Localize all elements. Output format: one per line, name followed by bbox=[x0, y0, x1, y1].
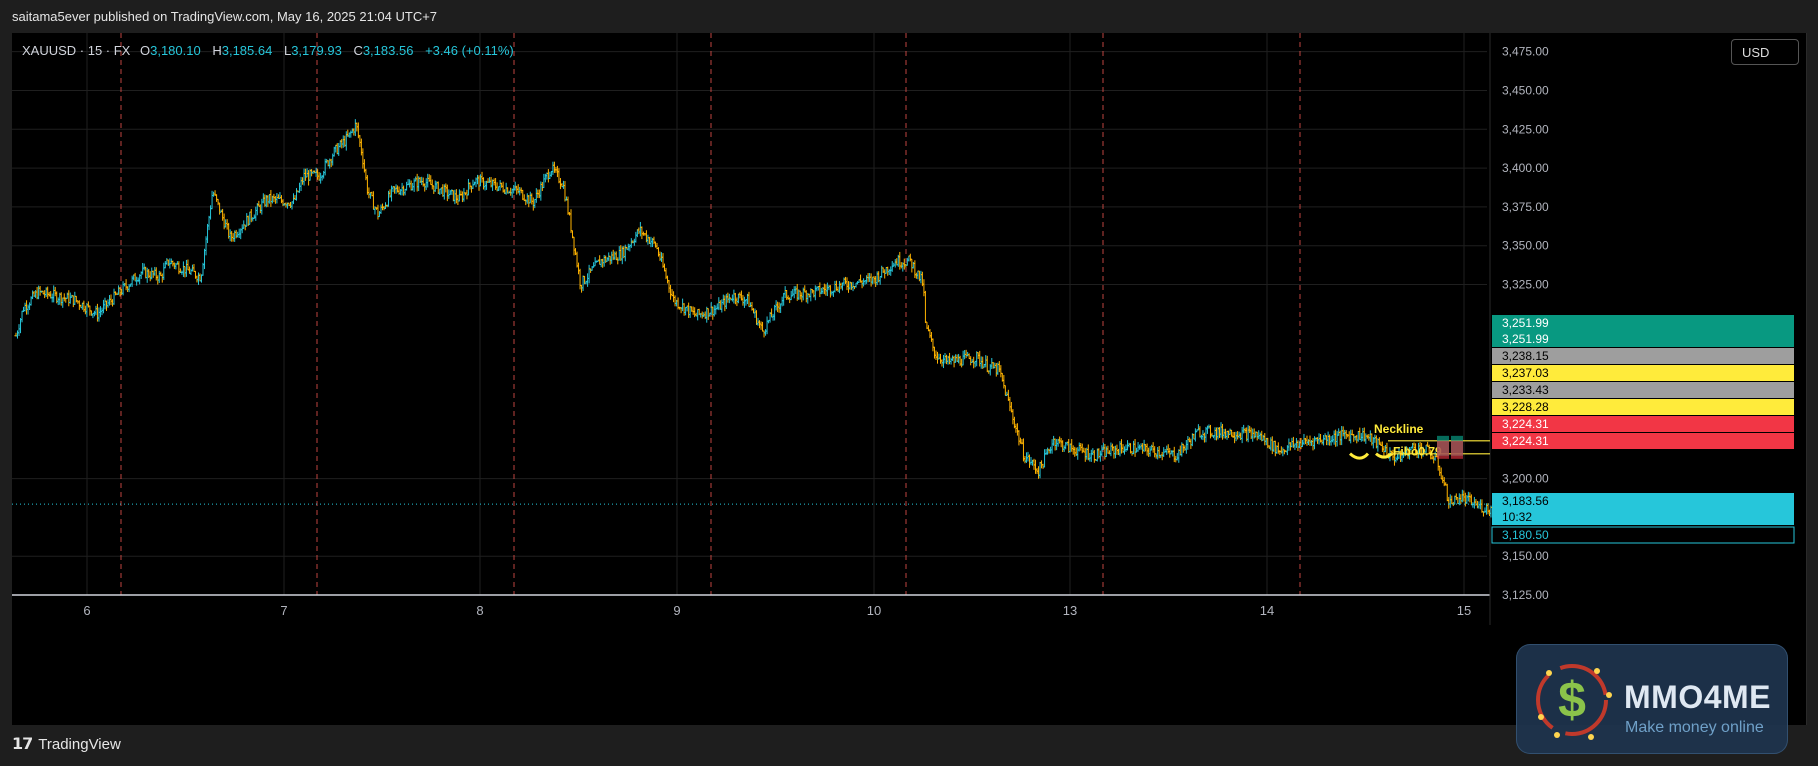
tradingview-logo-icon: 𝟭𝟳 bbox=[12, 736, 33, 753]
price-tag: 3,183.56 bbox=[1492, 493, 1794, 509]
x-tick-label: 8 bbox=[476, 603, 483, 618]
high-label: H bbox=[212, 43, 222, 58]
price-tag-label: 3,238.15 bbox=[1502, 349, 1549, 363]
price-tag-bg bbox=[1492, 382, 1794, 398]
chart-pane[interactable]: Neckline Fibo0.79 3,475.00 3,450.00 3,425.00… bbox=[12, 33, 1807, 725]
y-tick-label: 3,125.00 bbox=[1502, 588, 1549, 602]
mmo4me-watermark: $ MMO4ME Make money online bbox=[1516, 644, 1788, 754]
price-tag-label: 3,251.99 bbox=[1502, 332, 1549, 346]
price-tag-bg bbox=[1492, 331, 1794, 347]
price-tag: 3,180.50 bbox=[1491, 526, 1795, 544]
close-value: 3,183.56 bbox=[362, 43, 414, 58]
price-tag: 3,237.03 bbox=[1492, 365, 1794, 381]
price-tag: 3,228.28 bbox=[1492, 399, 1794, 415]
tradingview-logo[interactable]: 𝟭𝟳 TradingView bbox=[12, 734, 121, 754]
price-tag: 3,238.15 bbox=[1492, 348, 1794, 364]
price-tag-bg bbox=[1492, 348, 1794, 364]
change-value: +3.46 (+0.11%) bbox=[425, 43, 514, 58]
y-tick-label: 3,375.00 bbox=[1502, 200, 1549, 214]
price-tag-label: 3,233.43 bbox=[1502, 383, 1549, 397]
y-tick-label: 3,325.00 bbox=[1502, 278, 1549, 292]
low-value: 3,179.93 bbox=[291, 43, 342, 58]
price-tag: 10:32 bbox=[1492, 509, 1794, 525]
price-tag-bg bbox=[1492, 416, 1794, 432]
x-tick-label: 14 bbox=[1260, 603, 1274, 618]
price-tag-label: 3,224.31 bbox=[1502, 434, 1549, 448]
y-tick-label: 3,150.00 bbox=[1502, 549, 1549, 563]
price-tag-label: 10:32 bbox=[1502, 510, 1532, 524]
close-label: C bbox=[353, 43, 363, 58]
x-tick-label: 6 bbox=[83, 603, 90, 618]
symbol-label: XAUUSD · 15 · FX bbox=[22, 43, 131, 58]
y-tick-label: 3,400.00 bbox=[1502, 161, 1549, 175]
currency-selector-button[interactable]: USD bbox=[1731, 39, 1799, 65]
price-chart-svg[interactable]: Neckline Fibo0.79 3,475.00 3,450.00 3,425.00… bbox=[12, 33, 1806, 725]
x-tick-label: 7 bbox=[280, 603, 287, 618]
y-tick-label: 3,475.00 bbox=[1502, 45, 1549, 59]
price-tag-label: 3,180.50 bbox=[1502, 528, 1549, 542]
price-tag: 3,251.99 bbox=[1492, 331, 1794, 347]
right-shoulder-arc bbox=[1375, 452, 1393, 459]
watermark-title: MMO4ME bbox=[1624, 679, 1771, 715]
x-tick-label: 13 bbox=[1063, 603, 1077, 618]
price-tag-bg bbox=[1492, 433, 1794, 449]
tradingview-brand-text: TradingView bbox=[38, 735, 121, 753]
watermark-subtitle: Make money online bbox=[1625, 719, 1764, 736]
neckline-label: Neckline bbox=[1374, 422, 1424, 436]
price-tag-label: 3,224.31 bbox=[1502, 417, 1549, 431]
left-shoulder-arc bbox=[1348, 452, 1370, 460]
x-tick-label: 15 bbox=[1457, 603, 1471, 618]
price-tag-bg bbox=[1491, 526, 1795, 544]
y-tick-label: 3,450.00 bbox=[1502, 83, 1549, 97]
dollar-coin-icon: $ bbox=[1536, 664, 1612, 740]
publish-attribution: saitama5ever published on TradingView.co… bbox=[12, 9, 438, 24]
fibo-label: Fibo0.79 bbox=[1393, 445, 1442, 459]
price-tag: 3,224.31 bbox=[1492, 433, 1794, 449]
price-tag-bg bbox=[1492, 399, 1794, 415]
y-tick-label: 3,425.00 bbox=[1502, 122, 1549, 136]
open-value: 3,180.10 bbox=[150, 43, 201, 58]
price-tag-label: 3,237.03 bbox=[1502, 366, 1549, 380]
price-tag-label: 3,251.99 bbox=[1502, 316, 1549, 330]
position-loss-box bbox=[1437, 440, 1449, 459]
x-tick-label: 10 bbox=[867, 603, 881, 618]
price-tag: 3,251.99 bbox=[1492, 315, 1794, 331]
price-tag-label: 3,183.56 bbox=[1502, 494, 1549, 508]
x-tick-label: 9 bbox=[673, 603, 680, 618]
price-tag: 3,224.31 bbox=[1492, 416, 1794, 432]
symbol-legend: XAUUSD · 15 · FX O3,180.10 H3,185.64 L3,… bbox=[22, 43, 522, 58]
svg-text:$: $ bbox=[1558, 672, 1586, 728]
y-tick-label: 3,200.00 bbox=[1502, 472, 1549, 486]
price-tag-bg bbox=[1492, 365, 1794, 381]
position-loss-box bbox=[1451, 440, 1463, 459]
price-tag: 3,233.43 bbox=[1492, 382, 1794, 398]
open-label: O bbox=[139, 43, 151, 58]
high-value: 3,185.64 bbox=[221, 43, 273, 58]
price-tag-bg bbox=[1492, 315, 1794, 331]
ohlc-bars-group bbox=[14, 119, 1496, 518]
y-tick-label: 3,350.00 bbox=[1502, 239, 1549, 253]
price-tag-bg bbox=[1492, 493, 1794, 509]
price-tag-bg bbox=[1492, 509, 1794, 525]
price-tag-label: 3,228.28 bbox=[1502, 400, 1549, 414]
low-label: L bbox=[283, 43, 292, 58]
